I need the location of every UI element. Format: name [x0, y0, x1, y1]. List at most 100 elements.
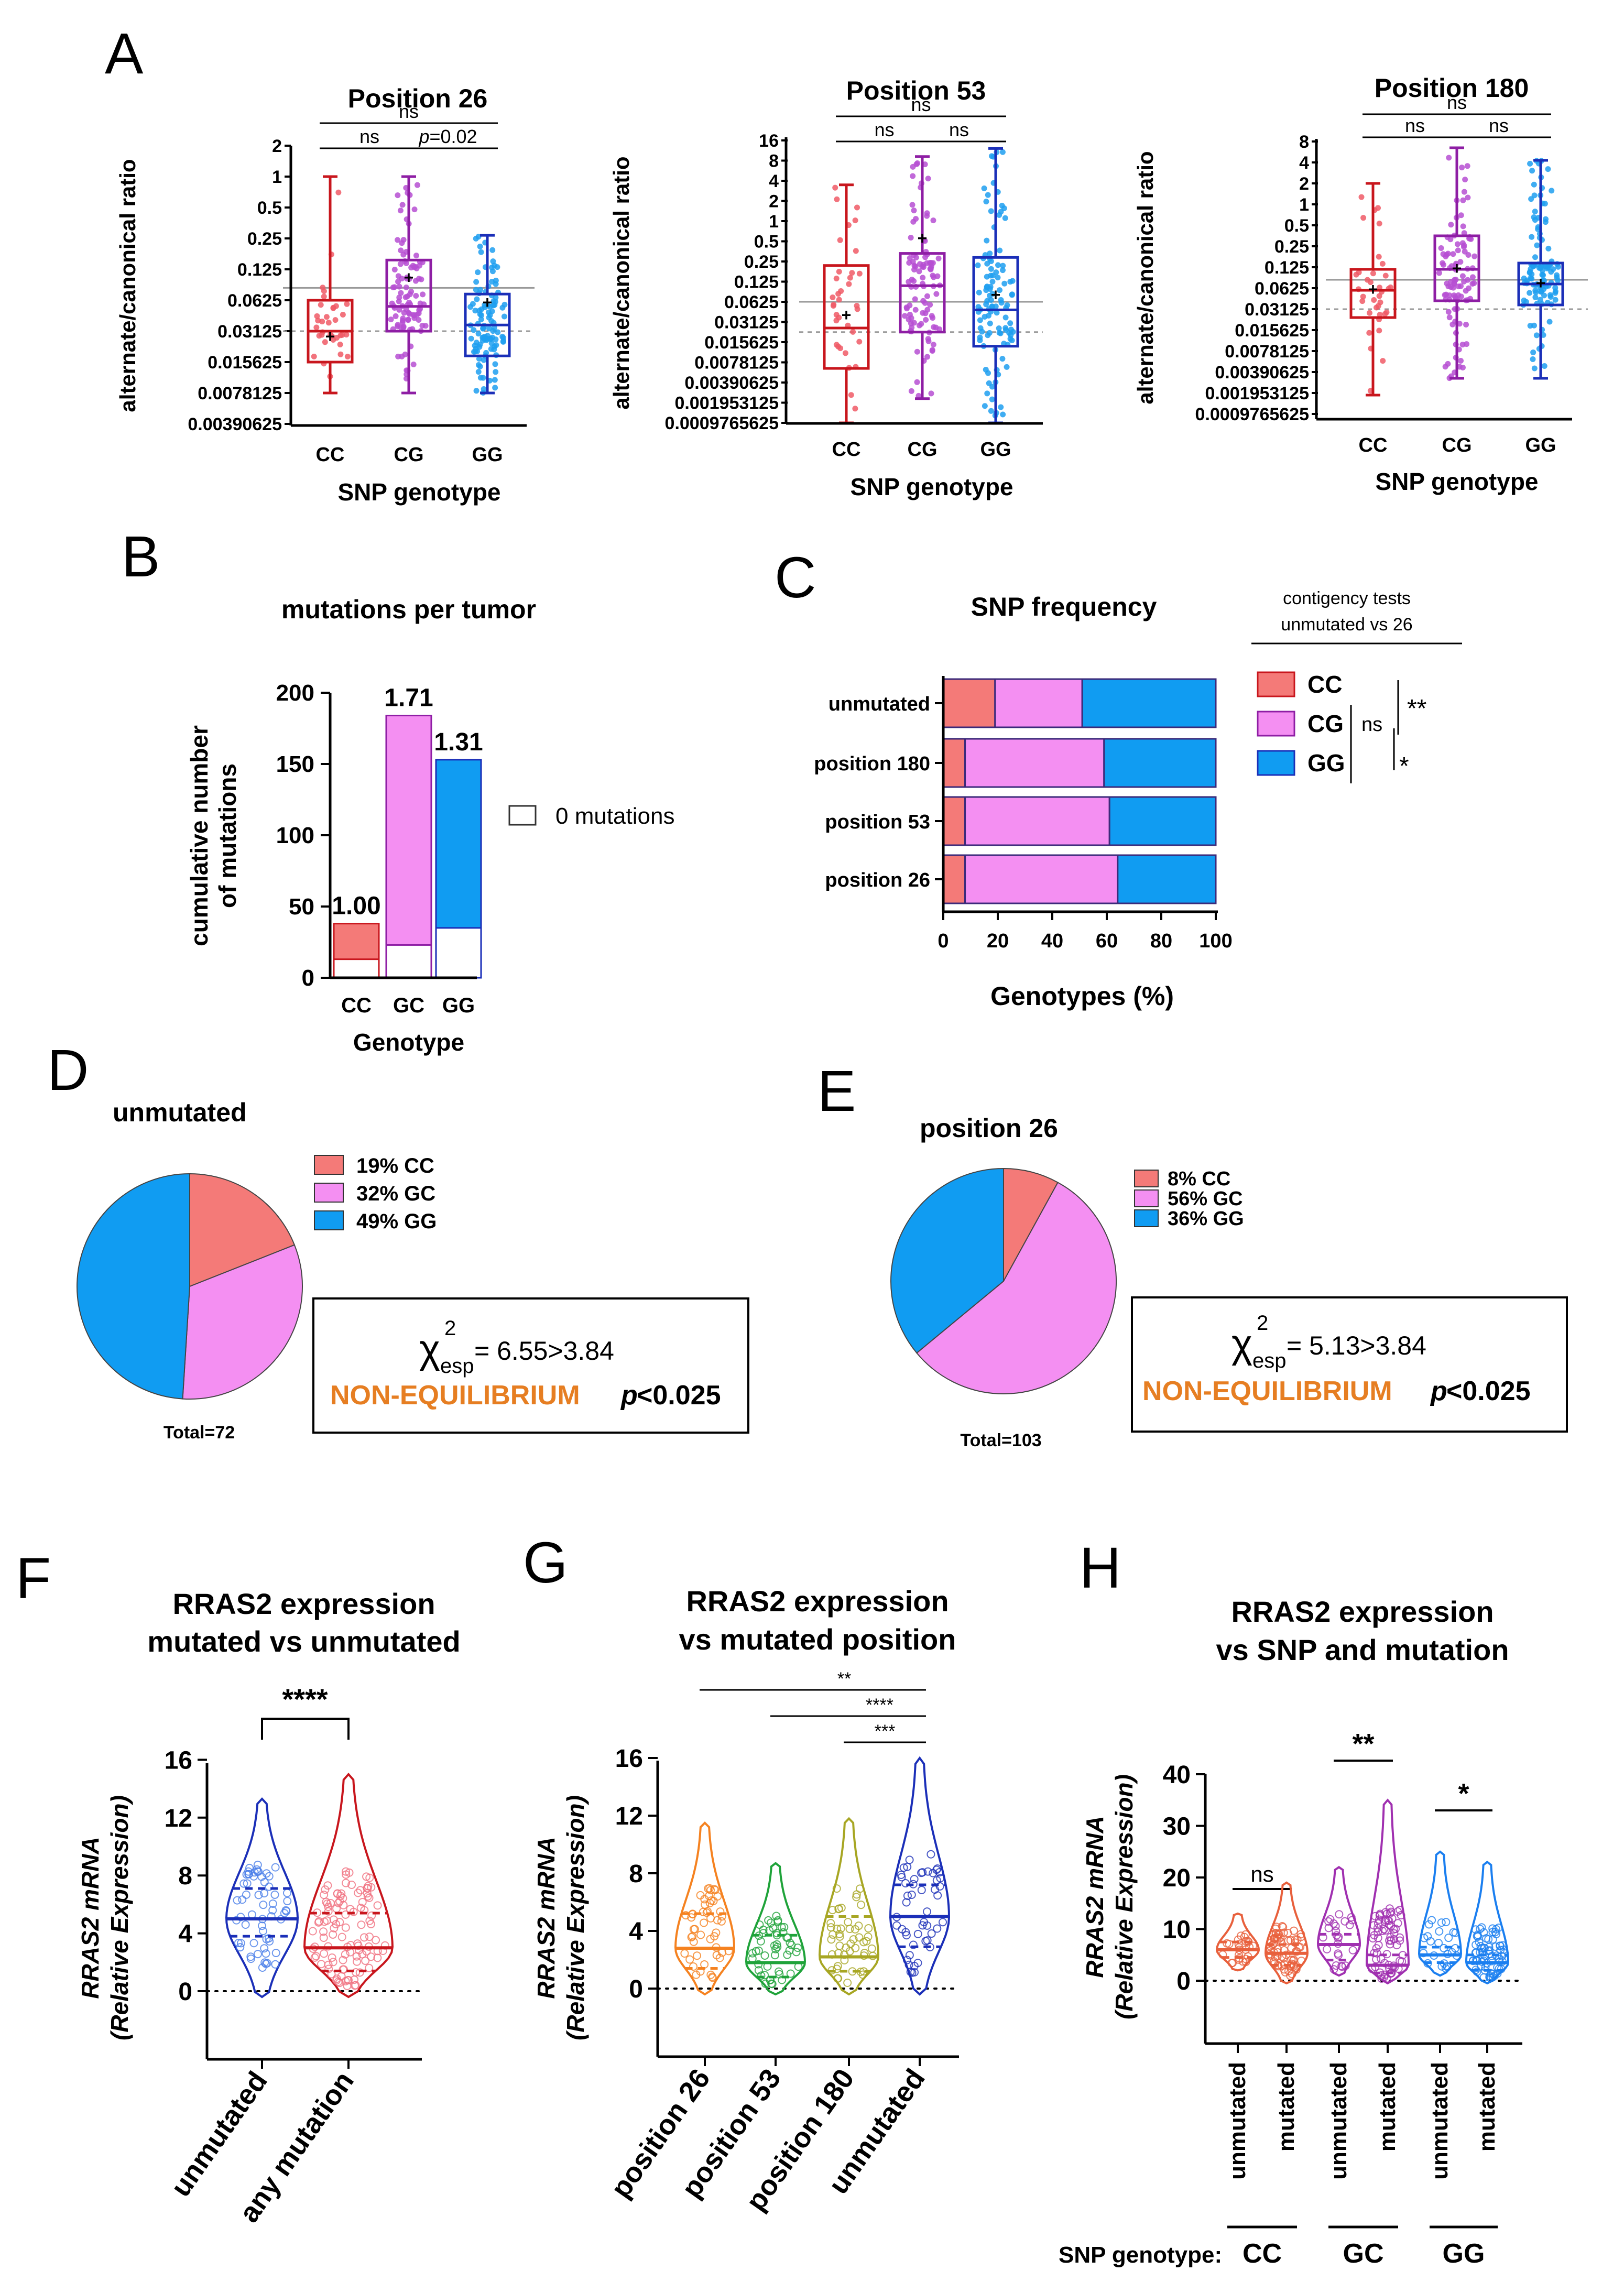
data-point [416, 276, 422, 282]
data-point [902, 1931, 911, 1940]
x-tick-gg: GG [980, 439, 1011, 461]
data-point [332, 317, 339, 323]
data-point [760, 1951, 769, 1960]
data-point [904, 305, 910, 312]
data-point [995, 275, 1001, 281]
data-point [915, 392, 922, 399]
data-point [478, 249, 484, 255]
data-point [930, 217, 936, 224]
box [823, 264, 870, 370]
significance-bracket [261, 1718, 350, 1740]
data-point [1461, 278, 1467, 285]
data-point [242, 1890, 250, 1899]
data-point [1419, 1949, 1428, 1958]
data-point [362, 1872, 371, 1881]
data-point [708, 1973, 717, 1982]
panel-a-title: Position 180 [1375, 73, 1529, 103]
data-point [1494, 1923, 1503, 1932]
data-point [1488, 1924, 1497, 1933]
data-point [1335, 1910, 1344, 1919]
data-points [232, 1860, 292, 1972]
data-point [988, 297, 994, 303]
y-axis-label-1: cumulative number [186, 725, 213, 946]
data-point [1460, 197, 1466, 203]
data-point [1383, 309, 1390, 315]
data-point [1382, 272, 1389, 279]
data-point [1479, 1928, 1488, 1937]
y-tick-label: 0.03125 [714, 313, 779, 333]
data-point [792, 1948, 801, 1957]
data-point [1372, 1949, 1381, 1958]
data-point [316, 333, 322, 339]
data-point [1340, 1917, 1349, 1926]
data-point [238, 1895, 247, 1904]
data-point [477, 243, 483, 249]
data-point [1358, 194, 1365, 200]
data-point [858, 1970, 867, 1979]
x-tick-cg: CG [908, 439, 938, 461]
data-point [1002, 215, 1008, 221]
data-point [701, 1900, 710, 1909]
data-point [696, 1930, 705, 1939]
y-tick-label: 0.5 [754, 232, 779, 252]
data-point [1534, 242, 1540, 248]
y-tick-label: 0.125 [237, 260, 282, 280]
data-point [1533, 289, 1539, 296]
x-tick-label: mutated [1273, 2062, 1299, 2152]
data-point [910, 219, 917, 225]
data-point [402, 351, 408, 357]
data-point [977, 334, 983, 341]
y-tick-label: 0.00390625 [684, 373, 779, 393]
x-axis-label: SNP genotype [1376, 468, 1539, 495]
data-point [483, 350, 489, 356]
data-point [1356, 269, 1362, 276]
data-point [271, 1960, 280, 1969]
y-axis-label: alternate/canonical ratio [609, 156, 634, 409]
y-tick-label: 0.0009765625 [1195, 405, 1309, 424]
data-point [1532, 209, 1538, 215]
y-tick-label: 4 [769, 171, 779, 191]
pie-slice-cc [1003, 1167, 1059, 1282]
data-point [854, 204, 860, 211]
data-point [473, 388, 479, 394]
data-points [826, 1884, 877, 1988]
data-point [1427, 1916, 1436, 1925]
data-point [930, 315, 936, 321]
data-point [1461, 189, 1467, 195]
data-point [247, 1910, 256, 1919]
data-point [925, 176, 931, 182]
data-point [929, 1869, 938, 1877]
y-tick-label: 0.03125 [217, 322, 282, 342]
data-point [912, 264, 919, 270]
data-point [696, 1891, 705, 1899]
bar-value-label: 1.71 [384, 684, 433, 712]
data-point [1449, 1928, 1458, 1937]
data-point [342, 1879, 351, 1887]
data-point [976, 289, 982, 296]
significance-label: ** [1352, 1728, 1374, 1760]
data-point [754, 1946, 763, 1955]
p-value: <0.025 [637, 1380, 721, 1411]
legend-swatch-gg [1257, 750, 1295, 776]
data-point [998, 300, 1005, 306]
data-point [700, 1960, 709, 1969]
data-point [413, 292, 419, 299]
data-point [343, 332, 350, 338]
data-point [482, 302, 488, 308]
data-point [1533, 332, 1540, 339]
x-tick-cc: CC [316, 444, 345, 466]
panel-a-title: Position 26 [348, 84, 488, 113]
violin-unmutated [1316, 1865, 1361, 1977]
data-point [933, 1924, 942, 1933]
data-point [475, 362, 482, 368]
significance-label: ns [1447, 92, 1467, 113]
data-point [1552, 290, 1558, 296]
bar-cg [994, 678, 1083, 728]
data-point [1446, 292, 1453, 299]
data-point [366, 1919, 375, 1928]
data-point [398, 290, 404, 296]
data-point [1347, 1913, 1356, 1922]
panel-letter-h: H [1080, 1536, 1121, 1600]
y-tick-label: 0.001953125 [1205, 384, 1309, 403]
